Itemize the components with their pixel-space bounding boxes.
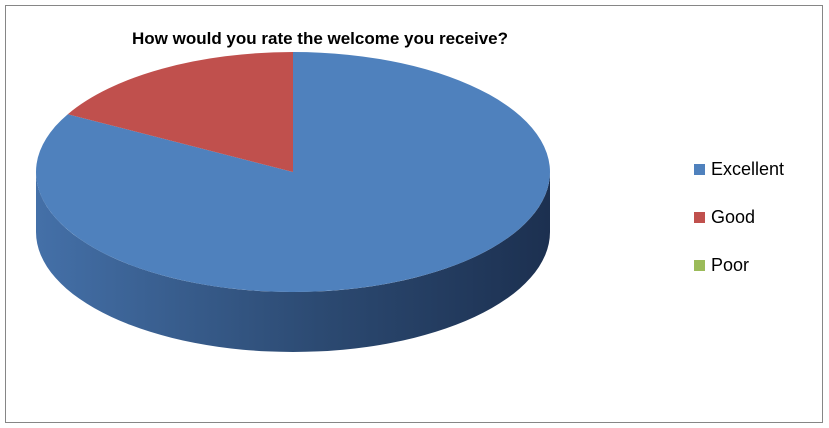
legend-label-poor: Poor bbox=[711, 255, 750, 275]
pie-slice-good bbox=[67, 52, 293, 172]
chart-title: How would you rate the welcome you recei… bbox=[132, 29, 508, 48]
legend-item-poor: Poor bbox=[694, 253, 784, 301]
legend: Excellent Good Poor bbox=[694, 157, 784, 301]
legend-swatch-excellent bbox=[694, 164, 705, 175]
legend-item-excellent: Excellent bbox=[694, 157, 784, 205]
legend-swatch-good bbox=[694, 212, 705, 223]
pie-side-excellent bbox=[36, 172, 550, 352]
pie-slice-excellent bbox=[35, 52, 551, 293]
legend-label-excellent: Excellent bbox=[711, 159, 785, 179]
pie-group bbox=[35, 52, 551, 352]
legend-swatch-poor bbox=[694, 260, 705, 271]
legend-label-good: Good bbox=[711, 207, 756, 227]
legend-item-good: Good bbox=[694, 205, 784, 253]
